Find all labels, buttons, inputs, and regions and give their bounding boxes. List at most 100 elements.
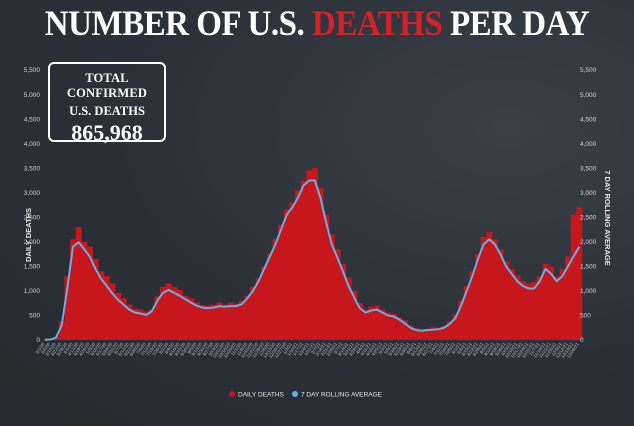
daily-deaths-bar <box>497 249 504 340</box>
y-tick-label-left: 2,000 <box>24 239 41 246</box>
daily-deaths-bar <box>390 313 397 340</box>
daily-deaths-bar <box>368 306 375 340</box>
daily-deaths-bar <box>227 302 234 340</box>
y-tick-label-right: 2,000 <box>580 239 597 246</box>
daily-deaths-bar <box>553 276 560 340</box>
daily-deaths-bar <box>193 302 200 340</box>
y-tick-label-right: 5,500 <box>580 67 597 74</box>
daily-deaths-bars <box>42 168 583 340</box>
y-axis-right-ticks: 0 500 1,000 1,500 2,000 2,500 3,000 3,500 4,000 4… <box>580 67 597 344</box>
daily-deaths-bar <box>255 278 262 340</box>
x-axis-ticks: 3/1/203/8/203/15/203/22/203/29/204/5/204… <box>34 341 580 359</box>
daily-deaths-bar <box>323 214 330 340</box>
daily-deaths-bar <box>328 234 335 340</box>
y-tick-label-left: 4,000 <box>24 141 41 148</box>
daily-deaths-bar <box>537 276 543 340</box>
total-deaths-box: TOTAL CONFIRMED U.S. DEATHS 865,968 <box>48 62 166 145</box>
y-tick-label-left: 2,500 <box>24 214 41 221</box>
x-tick-label: 2/7/21 <box>310 341 322 355</box>
daily-deaths-bar <box>447 321 453 340</box>
y-tick-label-left: 3,000 <box>24 190 41 197</box>
x-tick-label: 9/5/21 <box>479 341 491 355</box>
daily-deaths-bar <box>486 232 493 340</box>
daily-deaths-bar <box>165 283 172 340</box>
daily-deaths-bar <box>222 304 228 340</box>
x-tick-label: 6/6/21 <box>406 341 418 355</box>
daily-deaths-bar <box>283 209 290 340</box>
daily-deaths-bar <box>244 295 251 340</box>
daily-deaths-bar <box>503 261 510 340</box>
daily-deaths-bar <box>160 286 167 340</box>
y-tick-label-left: 5,000 <box>24 92 41 99</box>
daily-deaths-bar <box>396 317 403 340</box>
y-axis-left-title: DAILY DEATHS <box>24 208 33 262</box>
daily-deaths-bar <box>75 227 82 340</box>
daily-deaths-bar <box>126 304 133 340</box>
daily-deaths-bar <box>520 281 527 340</box>
daily-deaths-bar <box>210 304 217 340</box>
y-tick-label-left: 5,500 <box>24 67 41 74</box>
y-tick-label-right: 500 <box>580 313 591 320</box>
x-tick-label: 5/9/21 <box>383 341 395 355</box>
daily-deaths-bar <box>81 241 88 340</box>
daily-deaths-bar <box>463 286 470 340</box>
y-tick-label-right: 3,000 <box>580 190 597 197</box>
daily-deaths-bar <box>345 277 352 340</box>
y-axis-right-title: 7 DAY ROLLING AVERAGE <box>603 170 612 265</box>
daily-deaths-bar <box>261 266 268 340</box>
y-tick-label-right: 4,000 <box>580 141 597 148</box>
daily-deaths-bar <box>92 259 99 340</box>
daily-deaths-bar <box>418 329 425 340</box>
x-tick-label: 9/6/20 <box>186 341 198 355</box>
y-tick-label-right: 1,500 <box>580 264 597 271</box>
x-tick-label: 8/8/21 <box>456 341 468 355</box>
x-tick-label: 3/8/20 <box>40 341 52 355</box>
y-tick-label-right: 0 <box>580 337 584 344</box>
y-tick-label-left: 500 <box>29 313 40 320</box>
daily-deaths-bar <box>357 303 363 340</box>
daily-deaths-bar <box>525 283 532 340</box>
daily-deaths-bar <box>508 268 515 340</box>
daily-deaths-bar <box>120 298 127 340</box>
daily-deaths-bar <box>205 305 212 340</box>
daily-deaths-bar <box>306 170 313 340</box>
page-title: NUMBER OF U.S. DEATHS PER DAY <box>0 5 634 45</box>
daily-deaths-bar <box>182 295 189 340</box>
daily-deaths-bar <box>188 298 195 340</box>
daily-deaths-bar <box>402 320 408 340</box>
daily-deaths-bar <box>216 302 223 340</box>
daily-deaths-bar <box>548 266 555 340</box>
x-tick-label: 5/3/20 <box>85 341 97 355</box>
daily-deaths-bar <box>351 290 358 340</box>
daily-deaths-bar <box>233 303 240 340</box>
x-tick-label: 3/1/20 <box>34 341 46 355</box>
x-tick-label: 8/9/20 <box>164 341 176 355</box>
rolling-average-line <box>44 179 581 341</box>
daily-deaths-bar <box>407 325 414 340</box>
daily-deaths-bar <box>469 271 476 340</box>
daily-deaths-bar <box>171 286 178 340</box>
daily-deaths-bar <box>137 309 144 340</box>
daily-deaths-bar <box>64 276 71 340</box>
legend: DAILY DEATHS 7 DAY ROLLING AVERAGE <box>229 391 383 399</box>
daily-deaths-bar <box>340 263 347 340</box>
daily-deaths-bar <box>334 249 341 340</box>
legend-rolling-swatch <box>292 391 298 397</box>
y-tick-label-left: 1,000 <box>24 288 41 295</box>
daily-deaths-bar <box>531 282 538 340</box>
daily-deaths-bar <box>70 239 77 340</box>
daily-deaths-bar <box>250 286 257 340</box>
daily-deaths-bar <box>565 256 572 340</box>
y-tick-label-right: 2,500 <box>580 214 597 221</box>
daily-deaths-bar <box>143 311 150 340</box>
daily-deaths-bar <box>177 289 183 340</box>
daily-deaths-bar <box>103 276 110 340</box>
daily-deaths-bar <box>424 328 431 340</box>
y-tick-label-right: 1,000 <box>580 288 597 295</box>
daily-deaths-bar <box>289 202 296 340</box>
x-tick-label: 7/5/20 <box>136 341 148 355</box>
x-tick-label: 4/4/21 <box>355 341 367 355</box>
daily-deaths-bar <box>98 271 105 340</box>
